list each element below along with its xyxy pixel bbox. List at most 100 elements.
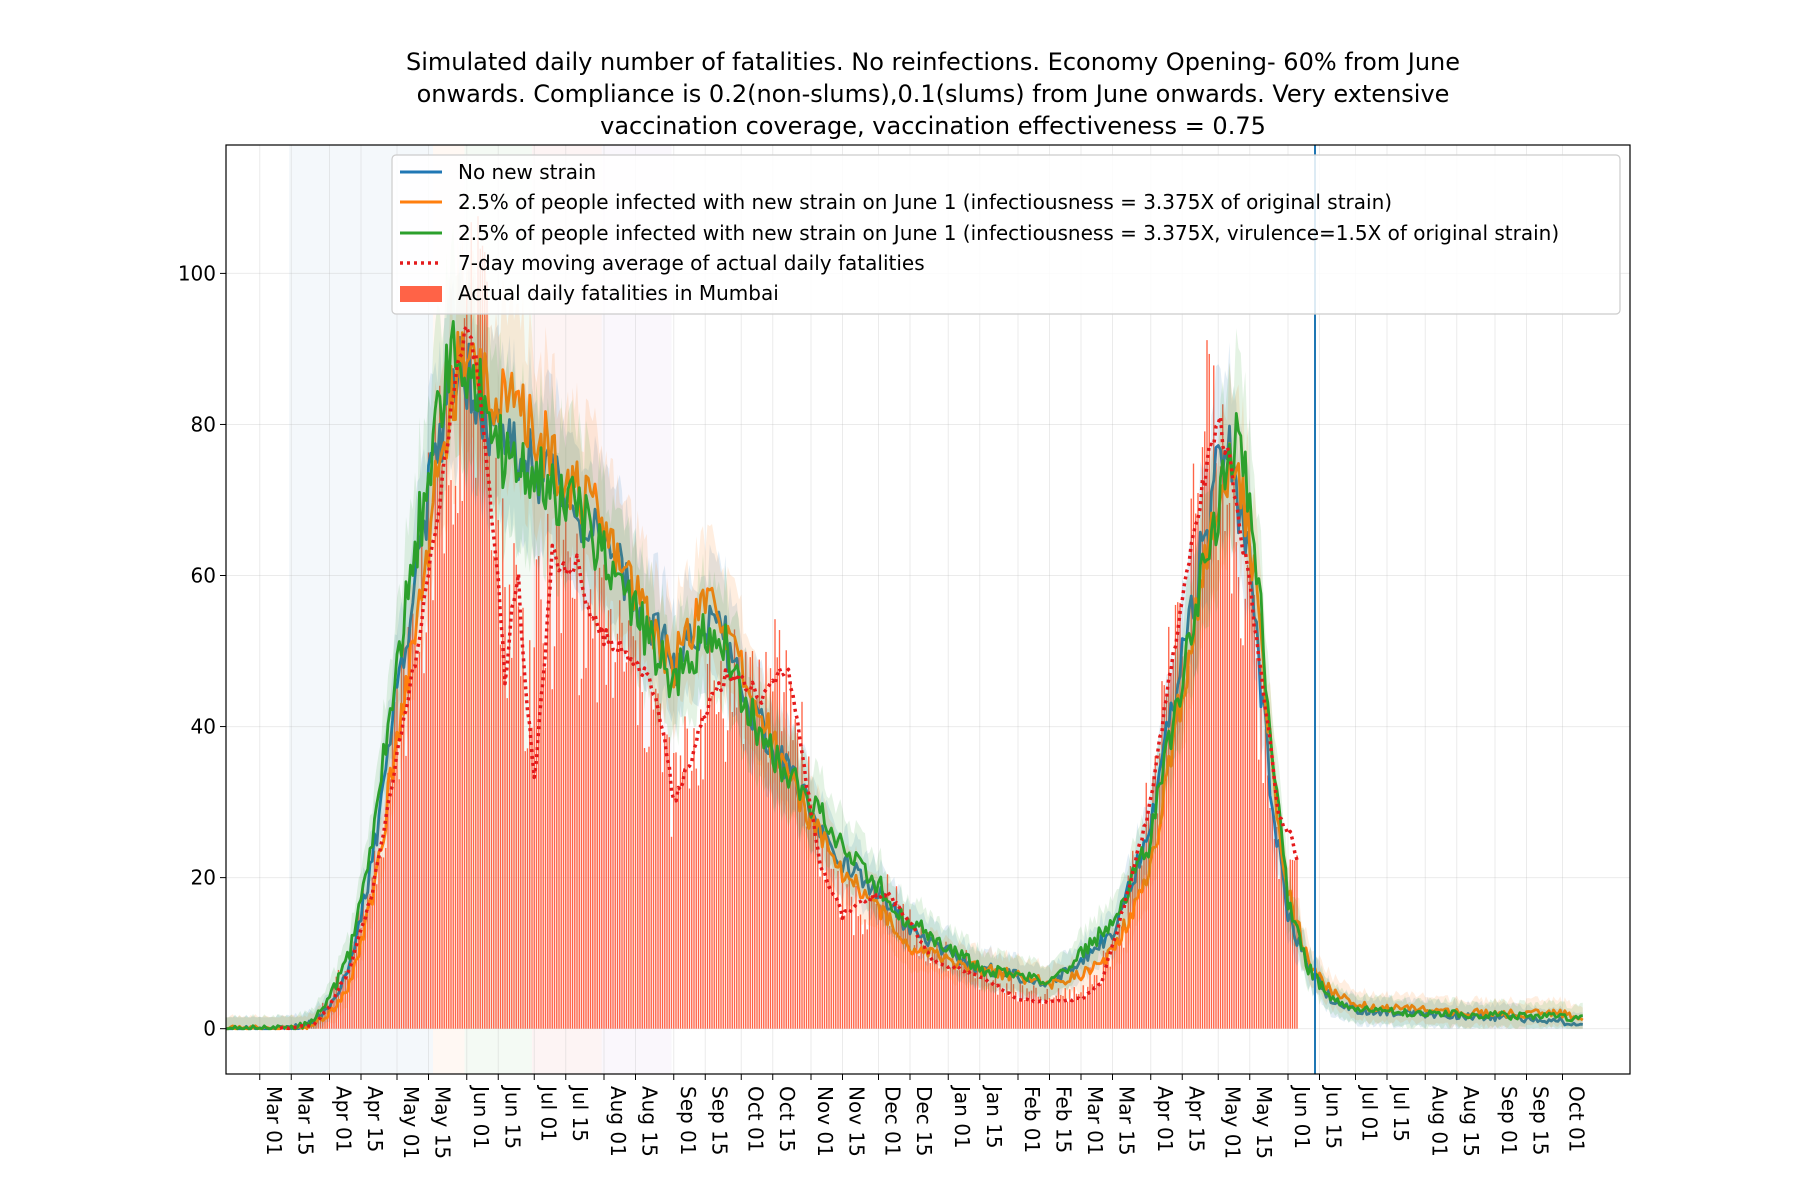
fatality-bar-450 (1291, 859, 1294, 1029)
fatality-bar-55 (403, 623, 405, 1029)
fatality-bar-378 (1129, 866, 1132, 1029)
fatality-bar-354 (1075, 993, 1078, 1029)
fatality-bar-231 (799, 811, 801, 1029)
x-tick-label-27: Apr 15 (1184, 1086, 1208, 1152)
x-tick-label-24: Mar 01 (1083, 1086, 1107, 1156)
x-tick-label-31: Jun 15 (1322, 1084, 1346, 1149)
fatality-bar-35 (358, 910, 360, 1029)
fatality-bar-48 (387, 772, 389, 1029)
fatality-bar-297 (947, 970, 949, 1029)
fatality-bar-207 (745, 651, 747, 1029)
fatality-bar-168 (657, 693, 659, 1029)
fatality-bar-446 (1282, 872, 1285, 1029)
fatality-bar-445 (1280, 842, 1282, 1029)
fatality-bar-440 (1269, 808, 1271, 1029)
series-line-1 (226, 330, 1584, 1031)
fatality-bar-437 (1262, 783, 1264, 1029)
fatality-bar-149 (614, 662, 616, 1029)
fatality-bar-311 (979, 989, 981, 1029)
fatality-bar-228 (792, 740, 794, 1029)
fatality-bar-151 (619, 600, 621, 1029)
fatality-bar-176 (675, 752, 677, 1029)
fatality-bar-276 (900, 908, 902, 1029)
fatality-bar-401 (1181, 656, 1183, 1029)
fatality-bar-451 (1294, 860, 1296, 1029)
y-tick-label-3: 60 (191, 564, 216, 588)
fatality-bar-331 (1024, 999, 1026, 1029)
fatality-bar-230 (796, 732, 799, 1029)
fatality-bar-258 (859, 914, 862, 1029)
fatality-bar-224 (783, 692, 785, 1029)
fatality-bar-49 (389, 779, 391, 1029)
chart-title-line-1: Simulated daily number of fatalities. No… (406, 48, 1460, 76)
fatality-bar-134 (580, 678, 583, 1029)
fatality-bar-360 (1089, 967, 1091, 1029)
x-tick-label-7: Jun 15 (500, 1084, 524, 1149)
fatality-bar-245 (830, 868, 832, 1029)
fatality-bar-355 (1078, 994, 1080, 1029)
fatality-bar-418 (1219, 466, 1222, 1029)
fatality-bar-220 (774, 619, 776, 1029)
fatality-bar-169 (659, 703, 661, 1029)
fatality-bar-137 (587, 602, 589, 1029)
fatality-bar-201 (731, 711, 733, 1029)
fatality-bar-165 (650, 691, 652, 1029)
fatality-bar-416 (1215, 463, 1217, 1029)
fatality-bar-447 (1285, 878, 1287, 1029)
fatality-bar-300 (954, 963, 956, 1029)
fatality-bar-278 (904, 922, 907, 1029)
fatality-bar-166 (652, 709, 655, 1029)
x-tick-label-36: Sep 01 (1497, 1086, 1521, 1156)
fatality-bar-217 (767, 762, 769, 1029)
fatality-bar-291 (934, 953, 936, 1029)
fatality-bar-146 (607, 610, 610, 1029)
fatality-bar-114 (535, 559, 538, 1029)
fatality-bar-393 (1163, 685, 1165, 1029)
fatality-bar-364 (1098, 986, 1100, 1029)
fatality-bar-420 (1224, 531, 1226, 1029)
fatality-bar-293 (938, 968, 940, 1029)
fatality-bar-337 (1037, 996, 1039, 1029)
fatality-bar-409 (1199, 535, 1201, 1029)
fatality-bar-130 (571, 597, 574, 1029)
fatality-bar-343 (1051, 1000, 1053, 1029)
fatality-bar-204 (738, 651, 740, 1029)
x-tick-label-28: May 01 (1220, 1086, 1244, 1159)
fatality-bar-292 (936, 940, 938, 1029)
fatality-bar-387 (1150, 813, 1152, 1029)
fatality-bar-183 (691, 770, 693, 1029)
fatality-bar-73 (443, 553, 445, 1029)
fatality-bar-252 (846, 884, 848, 1029)
fatality-bar-92 (486, 281, 488, 1029)
x-tick-label-9: Jul 15 (568, 1084, 592, 1142)
fatality-bar-352 (1071, 999, 1073, 1029)
fatality-bar-185 (695, 768, 697, 1029)
fatality-bar-373 (1118, 923, 1120, 1029)
fatality-bar-181 (686, 728, 688, 1029)
chart-title-line-3: vaccination coverage, vaccination effect… (600, 112, 1266, 140)
fatality-bar-108 (522, 607, 524, 1029)
x-tick-label-3: Apr 15 (363, 1086, 387, 1152)
fatality-bar-43 (376, 884, 378, 1029)
fatality-bar-262 (868, 890, 871, 1029)
fatality-bar-148 (612, 697, 614, 1029)
fatality-bar-435 (1258, 759, 1260, 1029)
fatality-bar-93 (488, 437, 490, 1029)
fatality-bar-235 (808, 756, 810, 1029)
fatality-bar-98 (499, 644, 502, 1029)
fatality-bar-334 (1030, 990, 1033, 1029)
fatality-bar-147 (610, 608, 612, 1029)
fatality-bar-89 (479, 248, 481, 1029)
fatality-bar-249 (839, 917, 841, 1029)
fatality-bar-136 (585, 667, 587, 1029)
fatality-bar-399 (1177, 602, 1179, 1029)
fatality-bar-192 (711, 695, 713, 1029)
fatality-bar-279 (907, 916, 909, 1029)
x-tick-label-26: Apr 01 (1153, 1086, 1177, 1152)
fatality-bar-260 (864, 919, 866, 1029)
fatality-bar-198 (724, 761, 727, 1029)
fatality-bar-100 (504, 587, 506, 1029)
fatality-bar-353 (1073, 987, 1075, 1029)
fatality-bar-45 (380, 856, 382, 1029)
